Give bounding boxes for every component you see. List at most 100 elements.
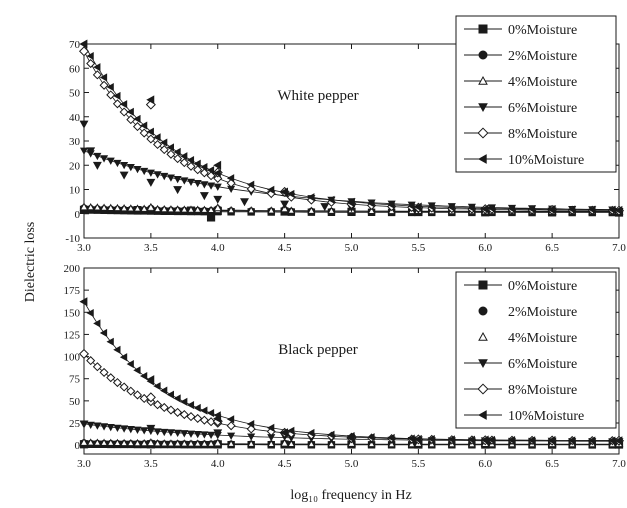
series-marker [186, 439, 196, 447]
series-marker [180, 177, 189, 185]
series-marker [193, 180, 202, 188]
series-marker [173, 175, 182, 184]
legend-label: 8%Moisture [508, 383, 577, 398]
legend-entry: 0%Moisture [464, 23, 577, 38]
series-marker [133, 438, 142, 447]
data-point [92, 161, 102, 170]
x-tick-label: 3.0 [77, 458, 91, 470]
series-marker [153, 400, 163, 410]
series-marker [153, 439, 162, 447]
series-marker [200, 439, 209, 447]
series-marker [153, 428, 162, 436]
legend-marker [478, 103, 488, 113]
legend-entry: 0%Moisture [464, 279, 577, 294]
series-marker [86, 51, 94, 61]
data-point [213, 195, 223, 204]
y-tick-label: 20 [69, 160, 81, 172]
series-marker [160, 138, 168, 147]
series-marker [93, 203, 102, 211]
series-marker [193, 439, 202, 447]
data-point [346, 198, 355, 208]
series-marker [126, 204, 135, 212]
data-point [280, 438, 290, 447]
series-marker [166, 149, 176, 159]
series-marker [113, 345, 121, 354]
series-marker [126, 426, 135, 434]
series-marker [206, 166, 215, 175]
data-point [206, 213, 216, 222]
panel-title: White pepper [277, 88, 358, 104]
data-point [213, 429, 223, 438]
series-marker [100, 203, 109, 211]
series-marker [120, 438, 129, 447]
series-marker [160, 439, 169, 447]
series-marker [227, 205, 236, 214]
chart-panel-1: 3.0 3.5 4.0 4.5 5.0 5.5 6.0 6.5 7.0 -10 0 10 20 30 40 5… [65, 15, 626, 254]
legend-label: 10%Moisture [508, 409, 584, 424]
data-point [146, 178, 156, 187]
series-marker [92, 362, 102, 372]
series-marker [146, 134, 156, 144]
series-marker [180, 205, 189, 213]
series-marker [200, 431, 209, 439]
legend-label: 0%Moisture [508, 279, 577, 294]
series-marker [527, 436, 536, 445]
legend-entry: 10%Moisture [464, 409, 584, 424]
x-tick-label: 6.0 [478, 458, 492, 470]
series-marker [173, 205, 182, 213]
series-marker [133, 114, 141, 123]
data-point [146, 202, 156, 211]
y-tick-label: 100 [64, 352, 81, 364]
series-marker [139, 121, 148, 130]
series-marker [160, 428, 169, 437]
data-point [146, 95, 155, 105]
series-marker [99, 367, 109, 377]
series-marker [186, 178, 196, 187]
x-tick-label: 6.0 [478, 242, 492, 254]
series-marker [527, 204, 536, 214]
series-marker [120, 425, 129, 433]
series-marker [113, 91, 121, 100]
x-tick-label: 7.0 [612, 242, 626, 254]
series-marker [327, 439, 336, 448]
series-marker [247, 206, 256, 214]
series-marker [193, 413, 203, 423]
series-marker [86, 308, 94, 318]
legend-entry: 2%Moisture [464, 49, 577, 64]
y-tick-label: 50 [69, 88, 81, 100]
series-marker [179, 158, 189, 168]
series-marker [153, 171, 162, 179]
series-marker [132, 390, 143, 400]
series-marker [487, 435, 495, 444]
series-marker [447, 435, 455, 444]
legend-label: 2%Moisture [508, 305, 577, 320]
legend-label: 10%Moisture [508, 153, 584, 168]
series-marker [86, 202, 95, 211]
series-marker [186, 156, 195, 165]
x-tick-label: 6.5 [545, 242, 559, 254]
legend-marker [478, 306, 488, 316]
series-marker [206, 171, 216, 181]
series-marker [307, 206, 316, 214]
series-marker [193, 205, 202, 213]
data-point [547, 205, 556, 215]
series-marker [119, 353, 128, 362]
legend-marker [477, 154, 487, 164]
series-marker [93, 319, 101, 328]
data-point [79, 202, 89, 211]
data-point [199, 192, 209, 201]
series-marker [213, 183, 222, 191]
series-marker [467, 203, 475, 213]
series-marker [133, 165, 142, 174]
series-marker [246, 420, 255, 429]
legend-marker [478, 331, 488, 341]
legend-marker [478, 75, 488, 85]
series-marker [487, 204, 495, 213]
series-marker [140, 204, 149, 212]
panel-title: Black pepper [278, 342, 358, 358]
series-marker [120, 204, 129, 212]
legend: 0%Moisture 2%Moisture 4%Moisture 6%Moisture… [455, 271, 617, 429]
series-10pct-moisture [79, 39, 623, 215]
series-marker [106, 438, 115, 446]
legend-box [455, 271, 617, 429]
